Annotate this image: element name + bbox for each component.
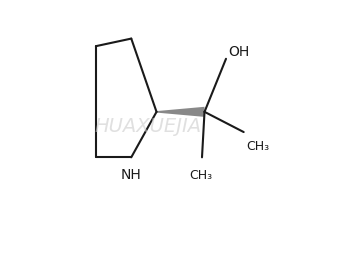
Text: OH: OH [229,45,250,59]
Text: CH₃: CH₃ [246,140,269,153]
Polygon shape [157,107,205,117]
Text: NH: NH [121,168,142,182]
Text: CH₃: CH₃ [189,169,212,182]
Text: HUAXUEJIA: HUAXUEJIA [94,118,201,136]
